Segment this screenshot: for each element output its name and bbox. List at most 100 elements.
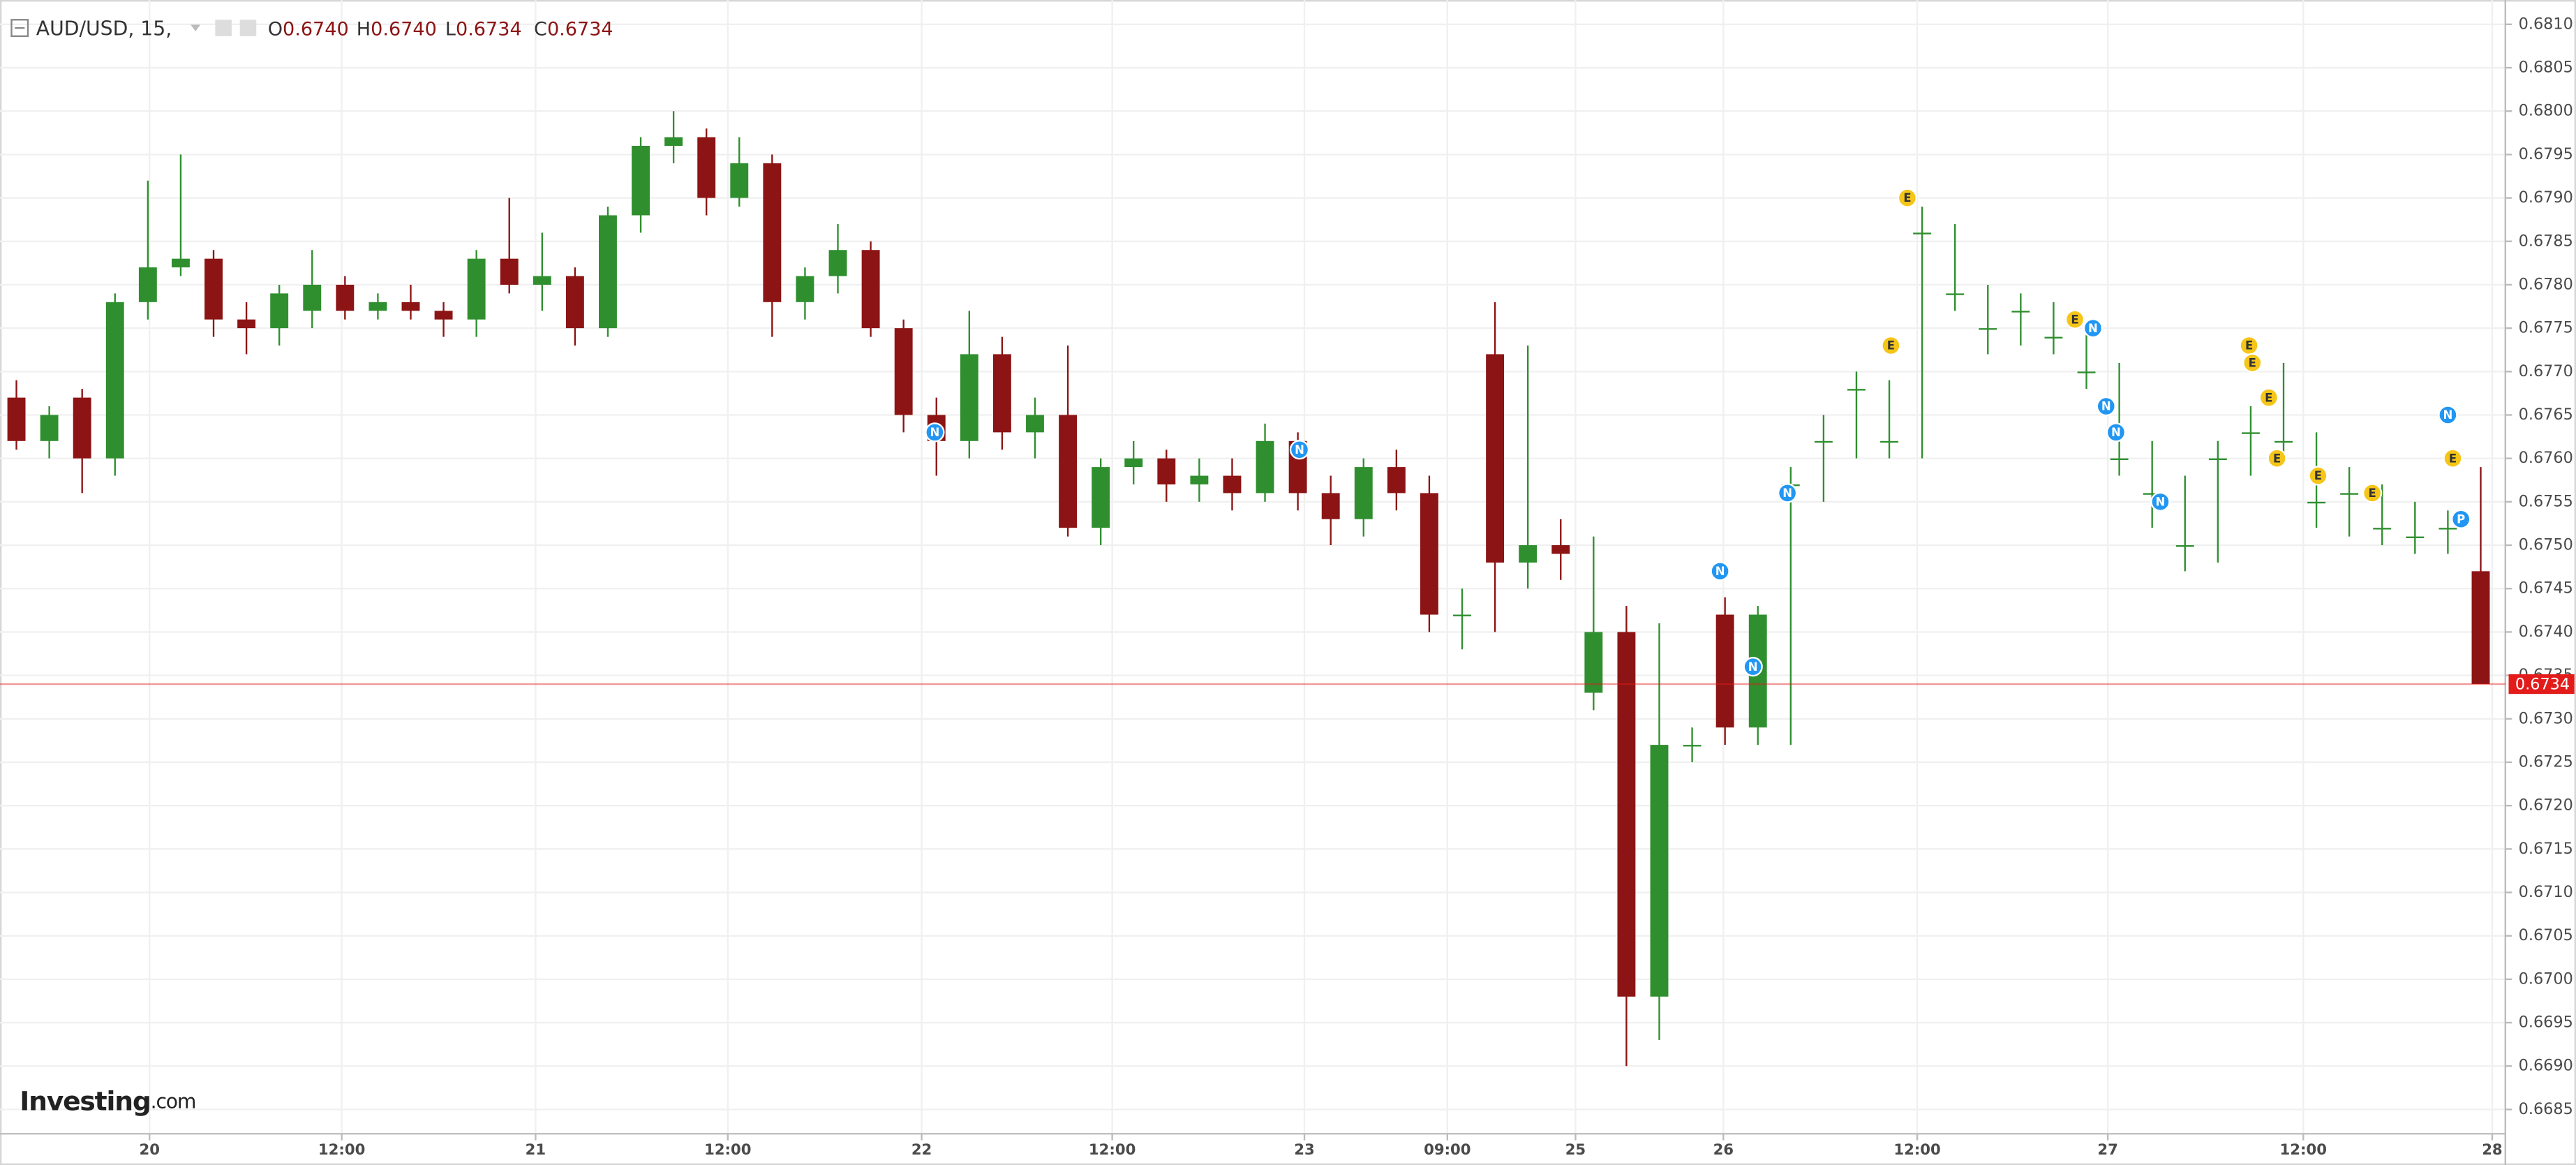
event-marker[interactable]: [1710, 561, 1730, 581]
x-tick-label: 09:00: [1424, 1141, 1471, 1158]
candle-body: [1190, 475, 1209, 484]
event-marker[interactable]: [2443, 448, 2463, 468]
y-tick-label: 0.6730: [2519, 709, 2573, 727]
y-tick-label: 0.6685: [2519, 1100, 2573, 1118]
event-label: N: [2443, 408, 2452, 422]
ohlc-item: L0.6734: [445, 18, 522, 40]
y-tick-label: 0.6800: [2519, 102, 2573, 120]
candle-body: [336, 284, 355, 311]
candle-body: [828, 250, 847, 276]
event-marker[interactable]: [2106, 422, 2127, 443]
ohlc-key: C: [534, 18, 547, 40]
candle-body: [1223, 475, 1242, 494]
event-marker[interactable]: [2438, 405, 2458, 425]
candle-body: [2373, 528, 2392, 530]
event-marker[interactable]: [2096, 396, 2116, 417]
candle-body: [2044, 336, 2063, 339]
settings-icon[interactable]: [215, 20, 232, 36]
event-label: E: [2449, 452, 2457, 465]
y-tick-label: 0.6810: [2519, 15, 2573, 33]
x-tick-label: 21: [526, 1141, 546, 1158]
ohlc-value: 0.6734: [547, 18, 613, 40]
y-tick-label: 0.6805: [2519, 59, 2573, 77]
candle-body: [1617, 632, 1636, 997]
candle-body: [632, 145, 650, 216]
event-marker[interactable]: [2083, 318, 2104, 339]
candle-body: [237, 319, 256, 329]
event-label: E: [2314, 469, 2322, 482]
candle-body: [40, 415, 59, 441]
event-marker[interactable]: [2451, 509, 2471, 529]
event-marker[interactable]: [1897, 188, 1918, 208]
candle-body: [894, 328, 913, 415]
event-marker[interactable]: [1289, 440, 1310, 460]
candle-body: [664, 137, 683, 146]
candle-body: [796, 276, 814, 302]
watermark-domain: .com: [151, 1090, 196, 1113]
candle-body: [500, 258, 519, 285]
candle-body: [1650, 745, 1669, 997]
event-label: E: [1903, 191, 1911, 205]
event-label: N: [1748, 660, 1758, 674]
collapse-button[interactable]: [10, 19, 29, 37]
y-tick-label: 0.6770: [2519, 362, 2573, 380]
dropdown-arrow[interactable]: [191, 24, 201, 31]
event-label: E: [2265, 391, 2272, 404]
event-marker[interactable]: [1743, 657, 1763, 677]
event-label: N: [1782, 487, 1792, 500]
candle-body: [1946, 293, 1965, 295]
x-tick-label: 23: [1294, 1141, 1314, 1158]
candle-body: [1584, 632, 1603, 693]
y-tick-label: 0.6720: [2519, 796, 2573, 815]
candle-body: [2275, 440, 2293, 443]
x-tick-label: 28: [2482, 1141, 2502, 1158]
symbol-title: AUD/USD, 15,: [36, 17, 172, 40]
ohlc-item: H0.6740: [357, 18, 437, 40]
candle-body: [2406, 536, 2425, 538]
event-marker[interactable]: [2362, 483, 2383, 503]
candle-body: [1847, 389, 1866, 391]
event-marker[interactable]: [2064, 309, 2085, 329]
event-marker[interactable]: [925, 422, 945, 443]
candle-body: [2077, 371, 2096, 373]
candle-body: [1979, 328, 1997, 330]
y-tick-label: 0.6695: [2519, 1014, 2573, 1032]
event-marker[interactable]: [1777, 483, 1798, 503]
y-tick-label: 0.6745: [2519, 579, 2573, 598]
candle-body: [270, 293, 289, 329]
last-price-tag: [2508, 674, 2575, 695]
candle-body: [2110, 458, 2129, 461]
candle-body: [1354, 467, 1373, 519]
event-marker[interactable]: [2308, 466, 2328, 486]
event-label: N: [930, 426, 940, 439]
candle-body: [2307, 501, 2326, 504]
candle-body: [1913, 232, 1932, 235]
event-label: N: [1295, 443, 1304, 457]
x-tick-label: 25: [1565, 1141, 1586, 1158]
event-marker[interactable]: [1881, 335, 1901, 356]
close-icon[interactable]: [239, 20, 257, 36]
event-marker[interactable]: [2242, 353, 2263, 373]
x-tick-label: 12:00: [2280, 1141, 2327, 1158]
x-tick-label: 22: [911, 1141, 932, 1158]
candle-body: [763, 163, 782, 302]
ohlc-legend: O0.6740 H0.6740 L0.6734 C0.6734: [268, 18, 613, 40]
candle-body: [171, 258, 190, 268]
event-marker[interactable]: [2150, 491, 2171, 512]
event-marker[interactable]: [2267, 448, 2287, 468]
candle-body: [2340, 493, 2359, 495]
event-label: E: [2273, 452, 2281, 465]
candle-body: [2471, 571, 2490, 685]
candle-body: [401, 302, 420, 311]
ohlc-key: L: [445, 18, 456, 40]
candle-body: [2208, 458, 2227, 461]
candle-body: [105, 302, 124, 459]
candle-body: [73, 397, 91, 459]
candle-body: [1814, 440, 1833, 443]
event-marker[interactable]: [2258, 387, 2279, 408]
candle-body: [730, 163, 749, 198]
x-tick-label: 20: [139, 1141, 159, 1158]
candle-body: [7, 397, 26, 441]
